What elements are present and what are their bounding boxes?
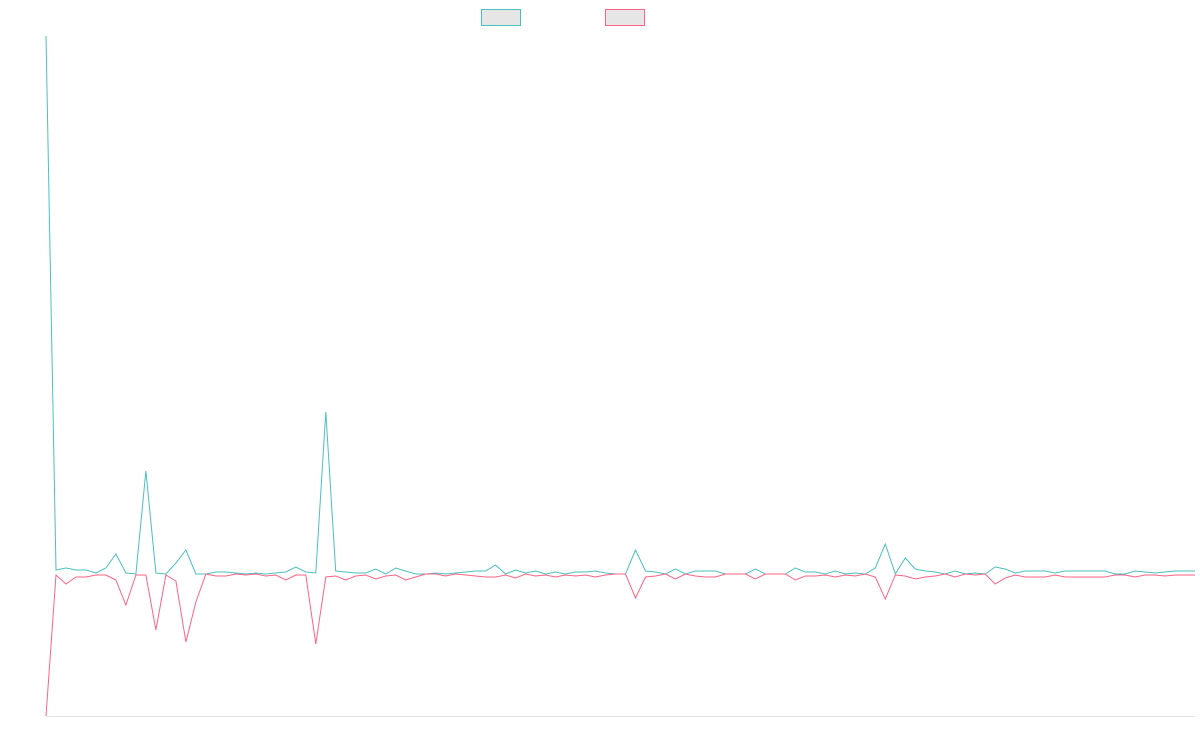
series-line-2: [45, 573, 1195, 717]
series-line-1: [45, 35, 1195, 576]
legend-swatch-1[interactable]: [481, 9, 521, 26]
plot-area: [45, 35, 1195, 717]
legend[interactable]: [481, 9, 645, 26]
legend-swatch-2[interactable]: [605, 9, 645, 26]
